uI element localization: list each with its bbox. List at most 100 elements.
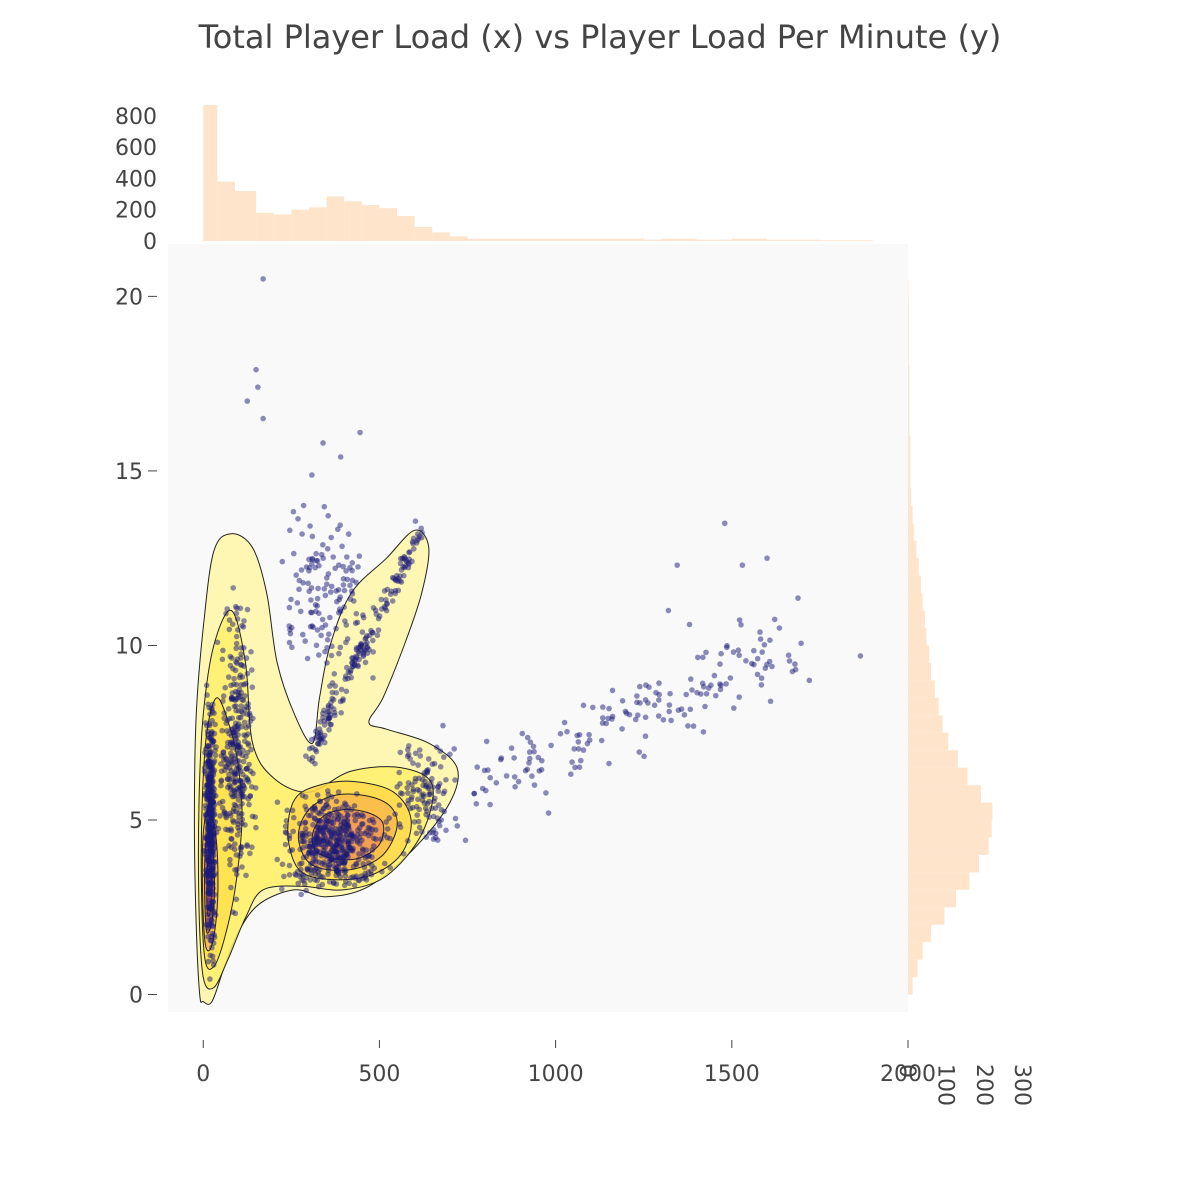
- scatter-point: [236, 715, 242, 721]
- right-histogram-bar: [908, 296, 909, 366]
- scatter-point: [228, 826, 234, 832]
- scatter-point: [225, 776, 231, 782]
- scatter-point: [234, 641, 240, 647]
- scatter-point: [769, 664, 775, 670]
- top-histogram-bar: [291, 210, 309, 241]
- scatter-point: [405, 838, 411, 844]
- scatter-point: [209, 718, 215, 724]
- scatter-point: [305, 656, 311, 662]
- scatter-point: [356, 851, 362, 857]
- scatter-point: [702, 704, 708, 710]
- scatter-point: [243, 754, 249, 760]
- scatter-point: [318, 633, 324, 639]
- scatter-point: [350, 591, 356, 597]
- scatter-point: [474, 801, 480, 807]
- top-histogram-bar: [256, 213, 274, 241]
- right-histogram-bar: [908, 611, 925, 628]
- top-histogram-bar: [732, 239, 767, 241]
- right-histogram-bar: [908, 593, 923, 610]
- scatter-point: [334, 799, 340, 805]
- scatter-point: [643, 715, 649, 721]
- scatter-point: [310, 624, 316, 630]
- scatter-point: [620, 698, 626, 704]
- top-histogram-tick-label: 800: [115, 105, 157, 130]
- scatter-point: [322, 649, 328, 655]
- scatter-point: [713, 693, 719, 699]
- scatter-point: [354, 611, 360, 617]
- scatter-point: [290, 847, 296, 853]
- x-axis-tick-label: 1500: [704, 1062, 760, 1087]
- top-histogram-tick-label: 200: [115, 199, 157, 224]
- scatter-point: [349, 655, 355, 661]
- scatter-point: [484, 739, 490, 745]
- scatter-point: [322, 504, 328, 510]
- scatter-point: [211, 932, 217, 938]
- scatter-point: [228, 751, 234, 757]
- scatter-point: [206, 891, 212, 897]
- scatter-point: [228, 836, 234, 842]
- scatter-point: [452, 777, 458, 783]
- scatter-point: [674, 562, 680, 568]
- scatter-point: [703, 650, 709, 656]
- right-histogram-tick-label: 100: [932, 1064, 957, 1106]
- scatter-point: [216, 826, 222, 832]
- right-histogram-bar: [908, 506, 913, 523]
- scatter-point: [320, 711, 326, 717]
- scatter-point: [320, 440, 326, 446]
- scatter-point: [301, 503, 307, 509]
- scatter-point: [317, 811, 323, 817]
- scatter-point: [235, 627, 241, 633]
- scatter-point: [235, 616, 241, 622]
- scatter-point: [241, 759, 247, 765]
- scatter-point: [233, 724, 239, 730]
- scatter-point: [316, 884, 322, 890]
- scatter-point: [230, 690, 236, 696]
- right-histogram-bar: [908, 663, 931, 680]
- y-axis: 0 5 10 15 20: [115, 285, 157, 1008]
- scatter-point: [532, 782, 538, 788]
- scatter-point: [284, 808, 290, 814]
- scatter-point: [430, 784, 436, 790]
- scatter-point: [339, 836, 345, 842]
- scatter-point: [233, 703, 239, 709]
- scatter-point: [762, 642, 768, 648]
- scatter-point: [306, 568, 312, 574]
- scatter-point: [245, 766, 251, 772]
- scatter-point: [652, 702, 658, 708]
- scatter-point: [220, 805, 226, 811]
- scatter-point: [432, 796, 438, 802]
- scatter-point: [253, 367, 259, 373]
- scatter-point: [320, 735, 326, 741]
- scatter-point: [248, 718, 254, 724]
- scatter-point: [736, 647, 742, 653]
- right-histogram-bar: [908, 907, 944, 924]
- scatter-point: [240, 711, 246, 717]
- scatter-point: [385, 826, 391, 832]
- x-axis: 0 500 1000 1500 2000: [196, 1040, 936, 1087]
- scatter-point: [382, 604, 388, 610]
- right-histogram-bar: [908, 645, 929, 662]
- scatter-point: [418, 753, 424, 759]
- scatter-point: [295, 516, 301, 522]
- scatter-point: [352, 875, 358, 881]
- scatter-point: [405, 790, 411, 796]
- scatter-point: [382, 861, 388, 867]
- scatter-point: [313, 871, 319, 877]
- scatter-point: [798, 641, 804, 647]
- scatter-point: [485, 767, 491, 773]
- scatter-point: [307, 523, 313, 529]
- scatter-point: [234, 867, 240, 873]
- scatter-point: [455, 823, 461, 829]
- scatter-point: [321, 830, 327, 836]
- scatter-point: [205, 810, 211, 816]
- y-axis-tick-label: 0: [129, 984, 143, 1009]
- scatter-point: [536, 768, 542, 774]
- scatter-point: [599, 738, 605, 744]
- scatter-point: [207, 843, 213, 849]
- scatter-point: [858, 653, 864, 659]
- scatter-point: [341, 582, 347, 588]
- scatter-point: [230, 666, 236, 672]
- top-histogram-tick-label: 600: [115, 136, 157, 161]
- scatter-point: [590, 705, 596, 711]
- scatter-point: [366, 869, 372, 875]
